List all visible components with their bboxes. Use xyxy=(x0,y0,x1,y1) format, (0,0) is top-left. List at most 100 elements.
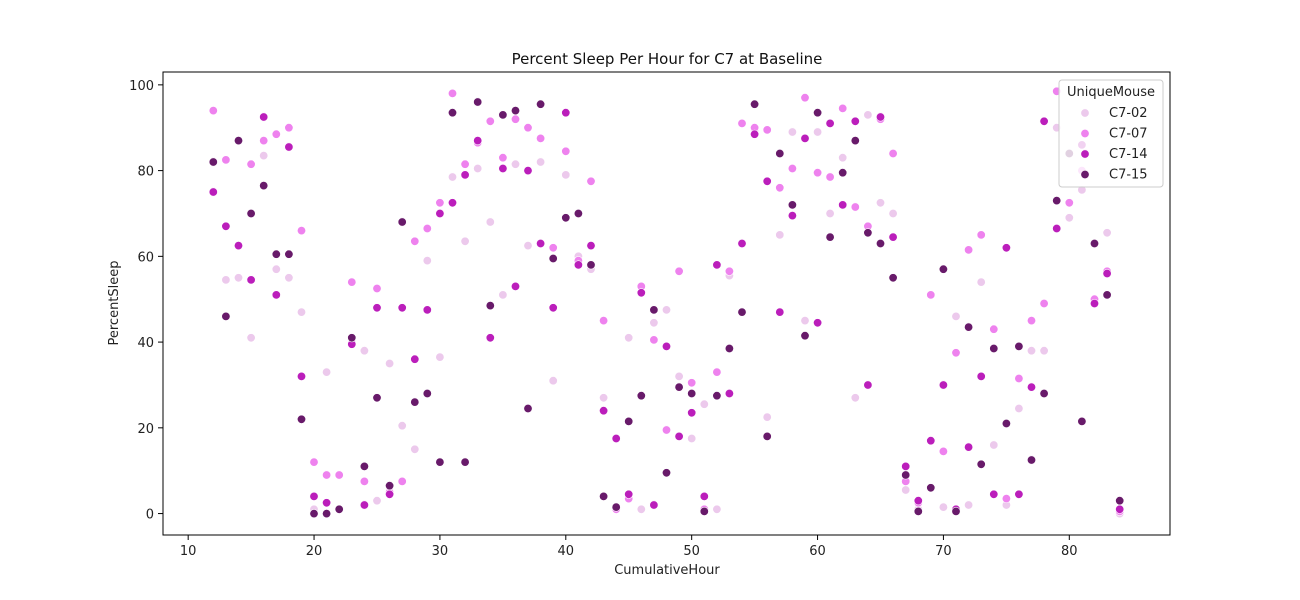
data-point xyxy=(661,468,671,478)
chart-title: Percent Sleep Per Hour for C7 at Baselin… xyxy=(512,50,823,68)
data-point xyxy=(485,116,495,126)
data-point xyxy=(813,168,823,178)
data-point xyxy=(309,491,319,501)
data-point xyxy=(888,232,898,242)
data-point xyxy=(951,506,961,516)
series-C7-07 xyxy=(208,86,1125,516)
data-point xyxy=(649,305,659,315)
data-point xyxy=(964,442,974,452)
x-tick-label: 20 xyxy=(306,544,323,559)
data-point xyxy=(548,254,558,264)
data-point xyxy=(750,129,760,139)
data-point xyxy=(498,164,508,174)
data-point xyxy=(661,425,671,435)
data-point xyxy=(334,504,344,514)
data-point xyxy=(875,239,885,249)
y-tick-label: 80 xyxy=(137,165,154,180)
data-point xyxy=(385,481,395,491)
data-point xyxy=(234,241,244,251)
data-point xyxy=(473,97,483,107)
x-tick-label: 80 xyxy=(1061,544,1078,559)
data-point xyxy=(1014,489,1024,499)
data-point xyxy=(976,459,986,469)
data-point xyxy=(447,108,457,118)
data-point xyxy=(724,343,734,353)
data-point xyxy=(926,290,936,300)
data-point xyxy=(863,228,873,238)
data-point xyxy=(1102,268,1112,278)
data-point xyxy=(699,506,709,516)
data-point xyxy=(296,371,306,381)
data-point xyxy=(976,230,986,240)
data-point xyxy=(410,236,420,246)
data-point xyxy=(473,136,483,146)
data-point xyxy=(1014,403,1024,413)
data-point xyxy=(485,333,495,343)
data-point xyxy=(284,273,294,283)
data-point xyxy=(271,129,281,139)
data-point xyxy=(750,99,760,109)
data-point xyxy=(498,153,508,163)
data-point xyxy=(838,168,848,178)
data-point xyxy=(964,322,974,332)
series-C7-15 xyxy=(208,97,1125,519)
data-point xyxy=(309,509,319,519)
data-point xyxy=(1064,198,1074,208)
data-point xyxy=(1001,243,1011,253)
data-point xyxy=(624,489,634,499)
data-point xyxy=(838,103,848,113)
data-point xyxy=(586,260,596,270)
y-tick-label: 0 xyxy=(146,508,154,523)
data-point xyxy=(901,461,911,471)
data-point xyxy=(322,367,332,377)
data-point xyxy=(296,414,306,424)
data-point xyxy=(938,446,948,456)
data-point xyxy=(724,388,734,398)
data-point xyxy=(573,260,583,270)
legend-entry: C7-02 xyxy=(1109,106,1148,121)
data-point xyxy=(397,217,407,227)
legend-title: UniqueMouse xyxy=(1067,85,1155,100)
data-point xyxy=(259,136,269,146)
data-point xyxy=(800,93,810,103)
data-point xyxy=(523,166,533,176)
data-point xyxy=(1039,298,1049,308)
data-point xyxy=(687,408,697,418)
data-point xyxy=(838,200,848,210)
data-point xyxy=(1090,298,1100,308)
data-point xyxy=(1090,239,1100,249)
data-point xyxy=(737,307,747,317)
data-point xyxy=(649,335,659,345)
data-point xyxy=(1115,504,1125,514)
plot-frame xyxy=(162,71,1171,536)
data-point xyxy=(1014,341,1024,351)
legend-marker xyxy=(1080,170,1090,180)
data-point xyxy=(460,457,470,467)
data-point xyxy=(800,316,810,326)
data-point xyxy=(397,303,407,313)
data-point xyxy=(712,367,722,377)
data-point xyxy=(636,504,646,514)
data-point xyxy=(800,331,810,341)
plot-area xyxy=(208,86,1125,519)
data-point xyxy=(674,382,684,392)
data-point xyxy=(460,170,470,180)
data-point xyxy=(561,146,571,156)
data-point xyxy=(284,123,294,133)
data-point xyxy=(674,266,684,276)
data-point xyxy=(737,239,747,249)
y-tick-label: 20 xyxy=(137,422,154,437)
data-point xyxy=(1102,228,1112,238)
legend-entry: C7-07 xyxy=(1109,127,1148,142)
data-point xyxy=(1052,196,1062,206)
data-point xyxy=(1064,213,1074,223)
data-point xyxy=(951,348,961,358)
data-point xyxy=(221,155,231,165)
data-point xyxy=(724,266,734,276)
data-point xyxy=(372,496,382,506)
data-point xyxy=(473,164,483,174)
data-point xyxy=(435,457,445,467)
data-point xyxy=(599,491,609,501)
data-point xyxy=(1027,316,1037,326)
data-point xyxy=(875,112,885,122)
